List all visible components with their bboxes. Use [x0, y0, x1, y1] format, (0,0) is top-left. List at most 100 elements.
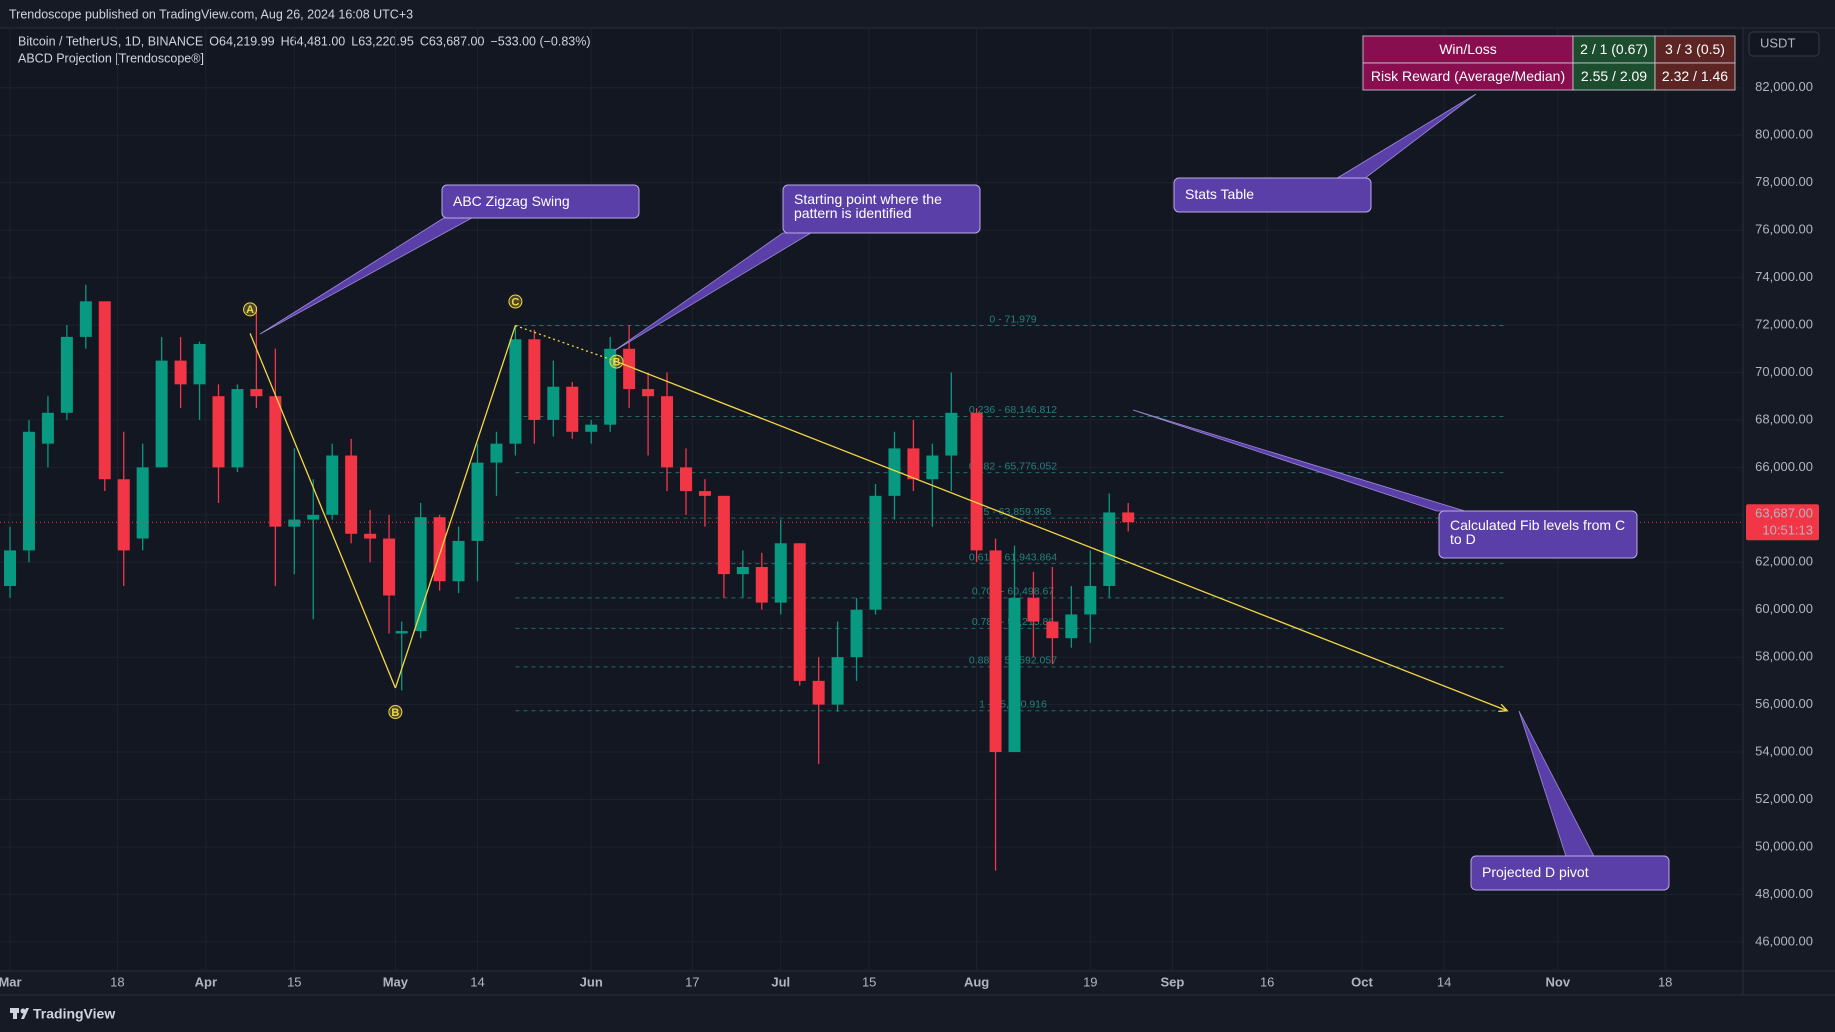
pivot-marker	[243, 302, 258, 317]
table-cell-text: 2.55 / 2.09	[1581, 68, 1647, 84]
table-cell	[1572, 62, 1656, 91]
candle-body	[1008, 597, 1021, 753]
candle-body	[888, 448, 901, 496]
y-tick-label: 76,000.00	[1755, 222, 1813, 237]
y-tick-label: 68,000.00	[1755, 411, 1813, 426]
candle-body	[907, 448, 920, 480]
x-tick-label: 14	[470, 974, 484, 989]
x-tick-label: Mar	[0, 974, 22, 989]
table-cell-text: Win/Loss	[1439, 41, 1497, 57]
last-price-box	[1746, 504, 1819, 541]
y-tick-label: 54,000.00	[1755, 743, 1813, 758]
callout-line: Projected D pivot	[1482, 864, 1589, 880]
callout-box	[782, 184, 981, 234]
candle-body	[41, 412, 54, 444]
candle-body	[136, 467, 149, 539]
candle-body	[288, 519, 301, 527]
candle-body	[326, 455, 339, 515]
ohlc-key: O	[209, 34, 219, 48]
currency-label[interactable]: USDT	[1760, 35, 1795, 50]
candle-body	[117, 479, 130, 551]
y-tick-label: 48,000.00	[1755, 886, 1813, 901]
callout-text: Projected D pivot	[1482, 864, 1589, 880]
candle-body	[642, 389, 655, 397]
candle-body	[509, 339, 522, 444]
fib-level-label: 0.5 - 63,859.958	[975, 506, 1052, 518]
y-tick-label: 56,000.00	[1755, 696, 1813, 711]
countdown-label: 10:51:13	[1762, 523, 1813, 538]
callout-text: ABC Zigzag Swing	[453, 193, 570, 209]
candle-body	[970, 412, 983, 551]
ohlc-key: C	[420, 34, 429, 48]
ohlc-value: 64,219.99	[219, 34, 275, 48]
callout-box	[441, 184, 640, 219]
candle-body	[566, 386, 579, 432]
candle-body	[212, 396, 225, 468]
y-tick-label: 58,000.00	[1755, 649, 1813, 664]
fib-level-label: 0.707 - 60,498.67	[972, 586, 1054, 598]
table-cell-text: Risk Reward (Average/Median)	[1371, 68, 1565, 84]
footer-logo[interactable]: TradingView	[10, 1006, 115, 1022]
candle-body	[60, 336, 73, 413]
table-cell-text: 2.32 / 1.46	[1662, 68, 1728, 84]
callout-box	[1438, 510, 1638, 559]
callout-line: to D	[1450, 531, 1476, 547]
x-tick-label: Sep	[1161, 974, 1185, 989]
ohlc-key: L	[351, 34, 358, 48]
y-tick-label: 74,000.00	[1755, 269, 1813, 284]
y-tick-label: 70,000.00	[1755, 364, 1813, 379]
ohlc-key: H	[281, 34, 290, 48]
candle-body	[155, 360, 168, 468]
logo-mark	[21, 1008, 29, 1019]
candle-body	[755, 567, 768, 603]
x-tick-label: 16	[1260, 974, 1274, 989]
candle-body	[793, 543, 806, 681]
price-change: −533.00 (−0.83%)	[490, 34, 590, 48]
candle-body	[307, 514, 320, 520]
candle-body	[623, 348, 636, 390]
y-tick-label: 66,000.00	[1755, 459, 1813, 474]
callout-line: Calculated Fib levels from C	[1450, 517, 1625, 533]
y-tick-label: 62,000.00	[1755, 554, 1813, 569]
table-cell	[1572, 35, 1656, 64]
candle-body	[22, 431, 35, 551]
candle-body	[383, 538, 396, 596]
candle-body	[433, 517, 446, 582]
candle-body	[471, 462, 484, 541]
callout-text: Stats Table	[1185, 186, 1254, 202]
y-tick-label: 80,000.00	[1755, 127, 1813, 142]
fib-level-label: 0 - 71,979	[989, 313, 1036, 325]
candle-body	[869, 495, 882, 610]
ohlc-value: 64,481.00	[290, 34, 346, 48]
candle-body	[604, 348, 617, 425]
x-tick-label: Jun	[580, 974, 603, 989]
currency-button[interactable]	[1748, 31, 1820, 57]
ohlc-value: 63,687.00	[429, 34, 485, 48]
x-tick-label: 18	[110, 974, 124, 989]
table-cell	[1654, 62, 1736, 91]
candle-body	[452, 540, 465, 582]
ohlc-value: 63,220.95	[358, 34, 414, 48]
pivot-label: A	[246, 304, 254, 316]
y-tick-label: 46,000.00	[1755, 933, 1813, 948]
candle-body	[812, 680, 825, 705]
pivot-marker	[609, 354, 624, 369]
table-cell	[1654, 35, 1736, 64]
projection-line	[616, 360, 1508, 712]
pattern-leg	[394, 325, 517, 689]
candle-body	[989, 550, 1002, 753]
candle-body	[1122, 512, 1135, 523]
candle-body	[269, 396, 282, 527]
publish-header: Trendoscope published on TradingView.com…	[9, 7, 413, 21]
x-tick-label: 18	[1658, 974, 1672, 989]
candle-body	[79, 301, 92, 337]
pivot-label: B	[391, 707, 399, 719]
x-tick-label: Apr	[195, 974, 217, 989]
candle-body	[945, 412, 958, 456]
candle-body	[414, 517, 427, 632]
x-tick-label: May	[383, 974, 409, 989]
x-tick-label: Oct	[1351, 974, 1373, 989]
candle-body	[831, 657, 844, 705]
